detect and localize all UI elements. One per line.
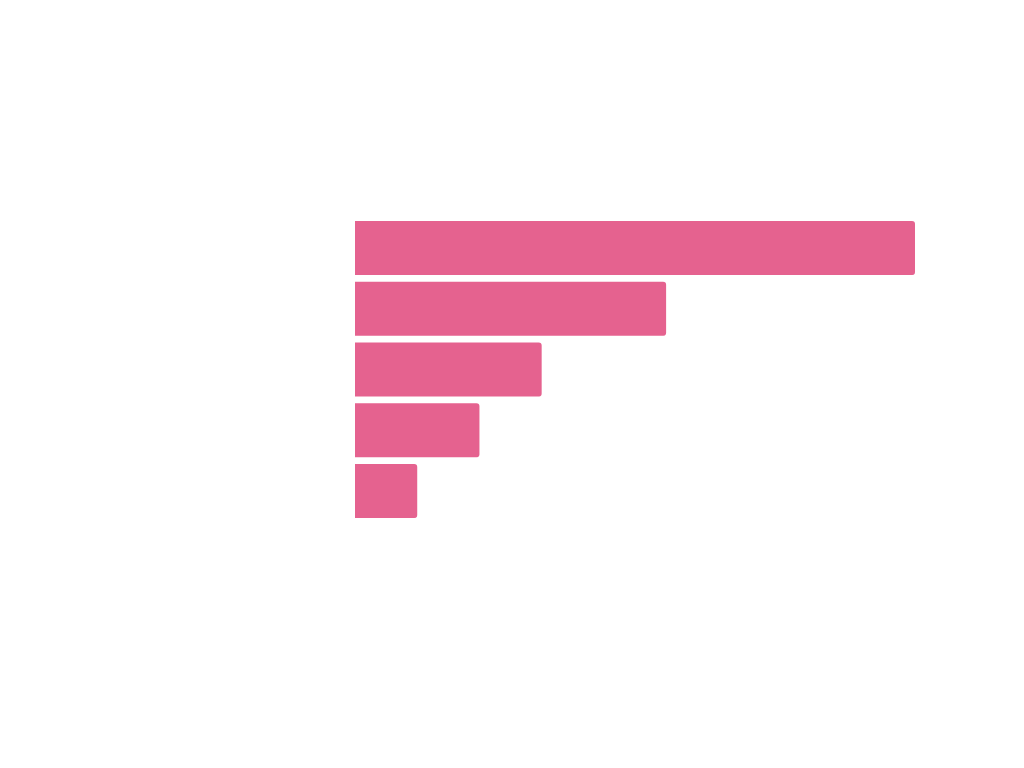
bar-1 — [355, 221, 915, 275]
bar-2 — [355, 281, 667, 336]
bar-4 — [355, 403, 480, 458]
bar-3 — [355, 342, 542, 397]
bars-group — [355, 221, 915, 518]
bar-5 — [355, 464, 418, 518]
